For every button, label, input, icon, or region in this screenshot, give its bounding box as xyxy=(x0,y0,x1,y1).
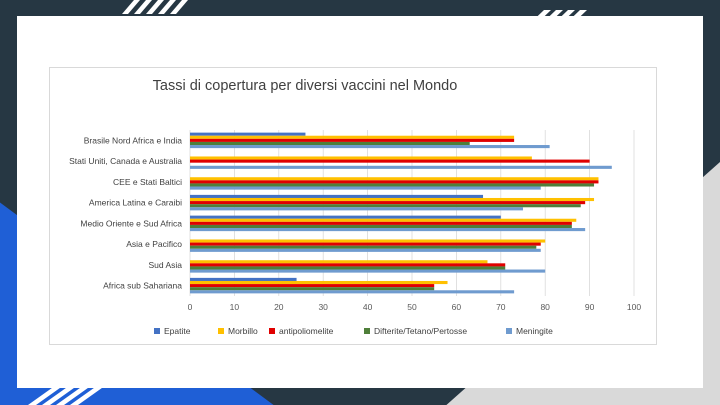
x-tick-label: 10 xyxy=(230,302,240,312)
chart-container: Tassi di copertura per diversi vaccini n… xyxy=(49,67,657,345)
x-tick-label: 50 xyxy=(407,302,417,312)
x-tick-label: 80 xyxy=(540,302,550,312)
legend-label: Difterite/Tetano/Pertosse xyxy=(374,326,467,336)
bar xyxy=(190,215,501,219)
bar xyxy=(190,207,523,211)
x-tick-label: 40 xyxy=(363,302,373,312)
bar xyxy=(190,260,488,264)
y-category-label: Medio Oriente e Sud Africa xyxy=(80,218,182,228)
bar xyxy=(190,165,612,169)
x-tick-label: 60 xyxy=(452,302,462,312)
y-category-label: Africa sub Sahariana xyxy=(103,281,182,291)
bar xyxy=(190,141,470,146)
bar-chart: Tassi di copertura per diversi vaccini n… xyxy=(69,78,641,336)
legend-swatch xyxy=(218,328,224,334)
bar xyxy=(190,245,537,249)
bar xyxy=(190,138,515,142)
y-category-label: Brasile Nord Africa e India xyxy=(84,135,183,145)
chart-title: Tassi di copertura per diversi vaccini n… xyxy=(153,78,458,94)
x-tick-label: 100 xyxy=(627,302,641,312)
x-tick-label: 70 xyxy=(496,302,506,312)
bar xyxy=(190,186,541,190)
legend-swatch xyxy=(154,328,160,334)
bar xyxy=(190,266,506,270)
bar xyxy=(190,242,541,246)
x-tick-label: 30 xyxy=(318,302,328,312)
bar xyxy=(190,290,515,294)
bar xyxy=(190,239,546,243)
legend-swatch xyxy=(269,328,275,334)
bar xyxy=(190,269,546,273)
bar xyxy=(190,201,586,205)
bar xyxy=(190,204,581,208)
x-tick-label: 90 xyxy=(585,302,595,312)
bar xyxy=(190,228,586,232)
bar xyxy=(190,194,484,198)
bar xyxy=(190,263,506,267)
y-category-label: America Latina e Caraibi xyxy=(89,198,182,208)
y-category-label: Sud Asia xyxy=(148,260,182,270)
bar xyxy=(190,197,595,202)
legend-label: antipoliomelite xyxy=(279,326,334,336)
bar xyxy=(190,280,448,285)
bar xyxy=(190,183,595,187)
y-category-label: Asia e Pacifico xyxy=(126,239,182,249)
legend-swatch xyxy=(364,328,370,334)
bar xyxy=(190,177,599,181)
bar xyxy=(190,248,541,252)
y-category-label: Stati Uniti, Canada e Australia xyxy=(69,156,182,166)
bar xyxy=(190,180,599,184)
legend-swatch xyxy=(506,328,512,334)
y-category-label: CEE e Stati Baltici xyxy=(113,177,182,187)
x-tick-label: 0 xyxy=(188,302,193,312)
bar xyxy=(190,145,550,149)
bar xyxy=(190,221,572,225)
legend-label: Epatite xyxy=(164,326,191,336)
bar xyxy=(190,287,435,291)
bar xyxy=(190,132,306,136)
bar xyxy=(190,218,577,222)
bar xyxy=(190,284,435,288)
bar xyxy=(190,135,515,139)
x-tick-label: 20 xyxy=(274,302,284,312)
bar xyxy=(190,277,297,281)
legend-label: Morbillo xyxy=(228,326,258,336)
bar xyxy=(190,156,532,160)
legend-label: Meningite xyxy=(516,326,553,336)
bar xyxy=(190,224,572,229)
bar xyxy=(190,159,590,163)
